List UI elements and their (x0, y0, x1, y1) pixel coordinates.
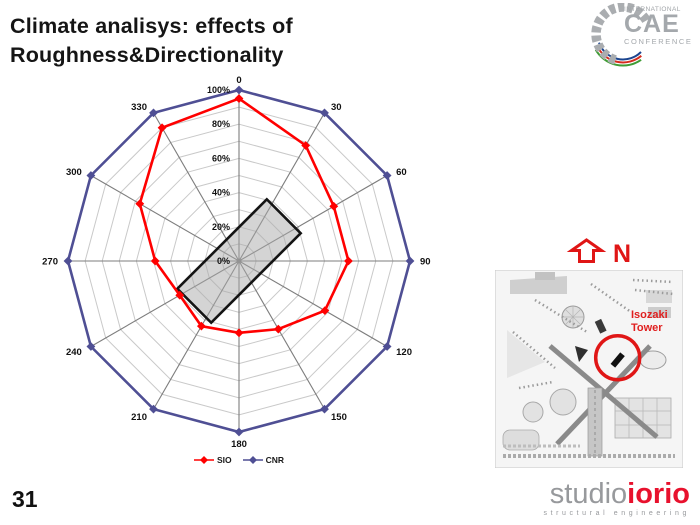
legend-item-sio: SIO (193, 455, 232, 465)
direction-label: 30 (331, 102, 342, 113)
direction-label: 0 (236, 75, 241, 86)
footprint-rectangle (175, 197, 303, 325)
series-marker-cnr (149, 404, 158, 414)
map-callout-line1: Isozaki (631, 309, 668, 321)
chart-legend: SIO CNR (174, 455, 304, 465)
tower-highlight-circle (593, 333, 642, 382)
cnr-series-marker-icon (242, 456, 263, 464)
direction-label: 300 (66, 167, 82, 178)
radial-tick-label: 20% (212, 222, 230, 232)
direction-label: 210 (131, 412, 147, 423)
grid-spoke (90, 175, 240, 262)
series-marker-sio (196, 321, 206, 331)
page-title: Climate analisys: effects of Roughness&D… (10, 12, 293, 69)
series-marker-cnr (382, 171, 392, 180)
studio-text: studio (549, 478, 628, 510)
map-roads-layer (503, 344, 675, 458)
direction-label: 120 (396, 347, 412, 358)
map-callout-line2: Tower (631, 322, 663, 334)
series-marker-cnr (320, 108, 329, 118)
series-marker-cnr (149, 108, 158, 118)
studio-iorio-logo: studioiorio structural engineering (490, 480, 690, 518)
radial-tick-label: 80% (212, 119, 230, 129)
direction-label: 270 (42, 257, 58, 268)
series-marker-sio (157, 123, 167, 133)
series-marker-cnr (382, 342, 392, 351)
series-marker-cnr (320, 404, 329, 414)
page-number: 31 (12, 486, 38, 512)
series-marker-sio (234, 328, 244, 338)
radial-tick-label: 0% (217, 256, 230, 266)
iorio-text: iorio (627, 478, 690, 510)
legend-label-cnr: CNR (265, 455, 285, 465)
legend-item-cnr: CNR (242, 455, 285, 465)
direction-label: 240 (66, 347, 82, 358)
cae-logo-main-text: CAE (624, 10, 680, 38)
direction-label: 180 (231, 439, 247, 450)
cae-logo-text: INTERNATIONAL CAE CONFERENCE (624, 6, 693, 46)
cae-logo-top-text: INTERNATIONAL (624, 6, 681, 13)
direction-label: 60 (396, 167, 407, 178)
series-marker-sio (344, 256, 353, 266)
series-marker-sio (329, 201, 339, 211)
grid-spoke (153, 112, 240, 262)
radial-tick-label: 100% (207, 85, 230, 95)
page-title-line2: Roughness&Directionality (10, 42, 284, 67)
north-label: N (613, 240, 631, 267)
series-marker-cnr (234, 85, 244, 95)
series-marker-sio (273, 324, 283, 334)
series-marker-sio (301, 141, 311, 150)
grid-spoke (238, 260, 388, 347)
sio-series-marker-icon (193, 456, 214, 464)
direction-label: 90 (420, 257, 431, 268)
page-title-line1: Climate analisys: effects of (10, 14, 293, 38)
series-marker-sio (320, 306, 330, 315)
map-buildings-dark-layer (575, 318, 625, 368)
map-trees-layer (512, 278, 674, 390)
cae-logo-bottom-text: CONFERENCE (624, 36, 693, 46)
north-arrow-icon (566, 238, 607, 263)
series-marker-sio (135, 199, 145, 209)
tower-footprint (610, 352, 625, 368)
north-arrow: N (566, 238, 631, 267)
cae-conference-logo: INTERNATIONAL CAE CONFERENCE (588, 3, 694, 77)
radial-tick-label: 40% (212, 188, 230, 198)
series-marker-sio (175, 290, 185, 300)
series-marker-cnr (86, 342, 96, 351)
direction-label: 330 (131, 102, 147, 113)
site-map: Isozaki Tower (495, 270, 683, 468)
radial-tick-label: 60% (212, 153, 230, 163)
legend-label-sio: SIO (216, 455, 232, 465)
series-marker-sio (234, 94, 244, 103)
cae-logo-ring-icon (591, 3, 651, 67)
grid-spoke (238, 260, 325, 410)
series-marker-sio (150, 256, 160, 266)
series-marker-cnr (405, 256, 415, 266)
direction-label: 150 (331, 412, 347, 423)
series-marker-cnr (234, 427, 244, 437)
series-marker-cnr (86, 171, 96, 180)
studio-iorio-tagline: structural engineering (543, 510, 690, 517)
series-marker-cnr (63, 256, 73, 266)
studio-iorio-wordmark: studioiorio (490, 480, 690, 509)
